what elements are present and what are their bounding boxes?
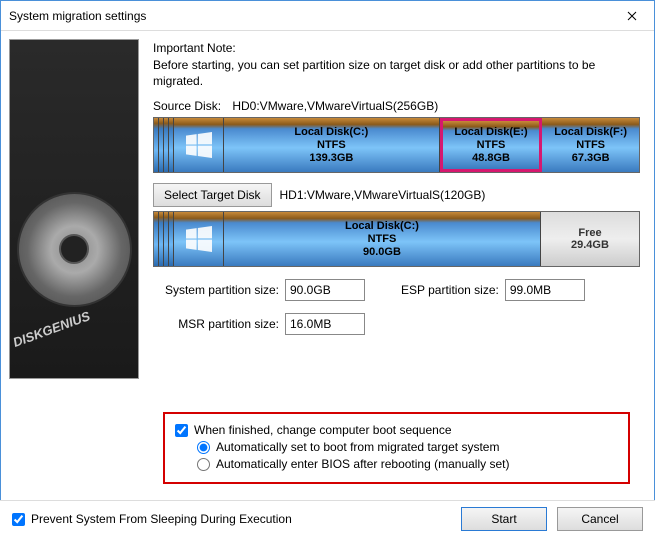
boot-options-highlight: When finished, change computer boot sequ…: [163, 412, 630, 484]
target-system-partition[interactable]: [174, 212, 224, 266]
bios-radio[interactable]: [197, 458, 210, 471]
sys-size-input[interactable]: [285, 279, 365, 301]
msr-size-label: MSR partition size:: [153, 317, 279, 331]
titlebar: System migration settings: [1, 1, 654, 31]
source-disk-label: Source Disk:: [153, 99, 229, 113]
note-heading: Important Note:: [153, 41, 640, 55]
esp-size-input[interactable]: [505, 279, 585, 301]
hdd-illustration: [17, 192, 132, 307]
close-button[interactable]: [609, 1, 654, 30]
prevent-sleep-row[interactable]: Prevent System From Sleeping During Exec…: [12, 512, 292, 526]
target-disk-bar[interactable]: Local Disk(C:) NTFS 90.0GB Free 29.4GB: [153, 211, 640, 267]
source-disk-value: HD0:VMware,VMwareVirtualS(256GB): [232, 99, 438, 113]
msr-size-input[interactable]: [285, 313, 365, 335]
bios-label: Automatically enter BIOS after rebooting…: [216, 457, 509, 471]
select-target-disk-button[interactable]: Select Target Disk: [153, 183, 272, 207]
target-free-space[interactable]: Free 29.4GB: [541, 212, 639, 266]
change-boot-sequence-checkbox[interactable]: [175, 424, 188, 437]
source-partition-f[interactable]: Local Disk(F:) NTFS 67.3GB: [542, 118, 639, 172]
source-disk-bar[interactable]: Local Disk(C:) NTFS 139.3GB Local Disk(E…: [153, 117, 640, 173]
content-area: DISKGENIUS Important Note: Before starti…: [1, 31, 654, 536]
auto-boot-label: Automatically set to boot from migrated …: [216, 440, 499, 454]
brand-label: DISKGENIUS: [11, 308, 92, 350]
target-disk-row: Select Target Disk HD1:VMware,VMwareVirt…: [153, 183, 640, 207]
target-reserved-stripes: [154, 212, 174, 266]
start-button[interactable]: Start: [461, 507, 547, 531]
note-body: Before starting, you can set partition s…: [153, 57, 640, 89]
bottom-bar: Prevent System From Sleeping During Exec…: [0, 500, 655, 537]
esp-size-label: ESP partition size:: [401, 283, 499, 297]
source-partition-e[interactable]: Local Disk(E:) NTFS 48.8GB: [440, 118, 543, 172]
cancel-button[interactable]: Cancel: [557, 507, 643, 531]
auto-boot-radio-row[interactable]: Automatically set to boot from migrated …: [197, 440, 618, 454]
prevent-sleep-checkbox[interactable]: [12, 513, 25, 526]
source-reserved-stripes: [154, 118, 174, 172]
window-title: System migration settings: [9, 9, 146, 23]
target-disk-value: HD1:VMware,VMwareVirtualS(120GB): [280, 188, 486, 202]
change-boot-sequence-label: When finished, change computer boot sequ…: [194, 423, 452, 437]
sys-size-label: System partition size:: [153, 283, 279, 297]
source-disk-row: Source Disk: HD0:VMware,VMwareVirtualS(2…: [153, 99, 640, 113]
source-system-partition[interactable]: [174, 118, 224, 172]
main-panel: Important Note: Before starting, you can…: [139, 31, 654, 536]
msr-partition-size-row: MSR partition size:: [153, 313, 640, 335]
auto-boot-radio[interactable]: [197, 441, 210, 454]
bios-radio-row[interactable]: Automatically enter BIOS after rebooting…: [197, 457, 618, 471]
system-partition-size-row: System partition size: ESP partition siz…: [153, 279, 640, 301]
sidebar-image: DISKGENIUS: [9, 39, 139, 379]
source-partition-c[interactable]: Local Disk(C:) NTFS 139.3GB: [224, 118, 440, 172]
windows-icon: [186, 226, 212, 252]
windows-icon: [186, 132, 212, 158]
target-partition-c[interactable]: Local Disk(C:) NTFS 90.0GB: [224, 212, 541, 266]
change-boot-sequence-row[interactable]: When finished, change computer boot sequ…: [175, 423, 618, 437]
close-icon: [627, 11, 637, 21]
prevent-sleep-label: Prevent System From Sleeping During Exec…: [31, 512, 292, 526]
